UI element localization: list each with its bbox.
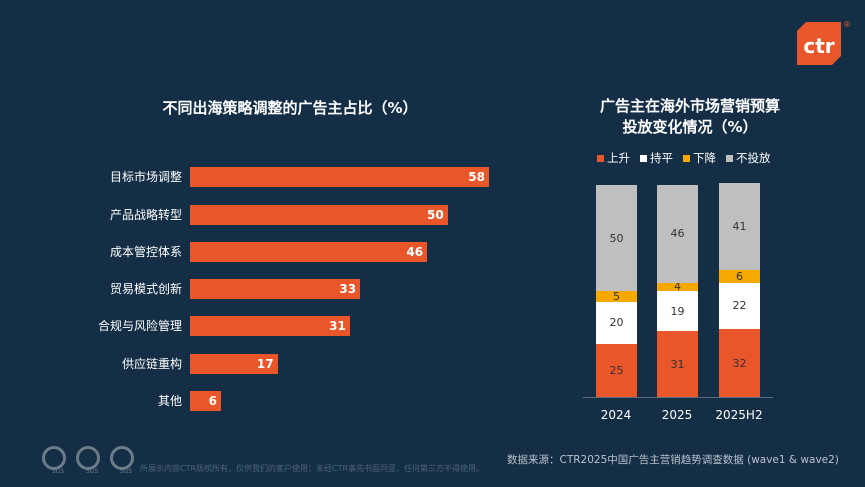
bar xyxy=(190,354,278,374)
stack-segment: 50 xyxy=(596,185,637,291)
sgs-badge-label: SGS xyxy=(85,468,99,475)
stack-segment: 31 xyxy=(657,331,698,397)
x-tick-label: 2025 xyxy=(661,408,693,422)
copyright-notice: 所展示内容CTR版权所有，仅供我们的客户使用；未经CTR事先书面同意，任何第三方… xyxy=(140,464,485,473)
bar xyxy=(190,242,428,262)
data-label: 33 xyxy=(339,282,357,296)
legend-item: 持平 xyxy=(640,150,673,166)
right-chart-title-line2: 投放变化情况（%） xyxy=(622,118,758,136)
left-chart-title: 不同出海策略调整的广告主占比（%） xyxy=(162,99,418,117)
registered-mark: ® xyxy=(843,20,851,29)
stack-segment: 20 xyxy=(596,301,637,344)
stack-segment: 19 xyxy=(657,291,698,332)
stack-segment: 5 xyxy=(596,290,637,303)
data-label: 46 xyxy=(406,245,424,259)
legend-label: 上升 xyxy=(607,151,630,165)
legend-label: 下降 xyxy=(693,151,716,165)
data-label: 58 xyxy=(468,170,485,184)
x-tick-label: 2025H2 xyxy=(715,408,763,422)
category-label: 贸易模式创新 xyxy=(109,282,182,296)
stack-segment: 32 xyxy=(719,329,760,397)
sgs-badge: SGS xyxy=(110,446,136,476)
stack-segment: 41 xyxy=(719,182,760,270)
sgs-badge-label: SGS xyxy=(119,468,133,475)
stack-segment: 22 xyxy=(719,282,760,330)
data-label: 50 xyxy=(427,208,444,222)
sgs-badge: SGS xyxy=(76,446,102,476)
bar xyxy=(190,167,489,187)
x-tick-label: 2024 xyxy=(600,408,632,422)
stack-segment: 4 xyxy=(657,280,698,293)
legend-swatch xyxy=(597,154,604,162)
category-label: 其他 xyxy=(157,394,182,408)
x-axis-line xyxy=(583,397,773,398)
legend-swatch xyxy=(726,154,733,162)
right-chart-title-line1: 广告主在海外市场营销预算 xyxy=(599,97,780,115)
bar xyxy=(190,391,221,411)
sgs-badge-icon xyxy=(42,446,66,470)
sgs-badge: SGS xyxy=(42,446,68,476)
legend: 上升 持平 下降 不投放 xyxy=(597,150,771,166)
logo-text: ctr xyxy=(803,33,835,58)
category-label: 供应链重构 xyxy=(121,357,182,371)
stack-segment: 46 xyxy=(657,185,698,283)
data-label: 31 xyxy=(329,319,346,333)
sgs-badge-icon xyxy=(76,446,100,470)
legend-item: 不投放 xyxy=(726,150,771,166)
bar xyxy=(190,316,350,336)
certification-badges: SGS SGS SGS xyxy=(42,446,136,476)
legend-swatch xyxy=(640,154,647,162)
category-label: 目标市场调整 xyxy=(109,170,182,184)
data-label: 6 xyxy=(208,394,217,408)
ctr-logo: ctr xyxy=(797,22,841,65)
category-label: 成本管控体系 xyxy=(109,245,182,259)
stack-segment: 25 xyxy=(596,344,637,397)
sgs-badge-label: SGS xyxy=(51,468,65,475)
legend-swatch xyxy=(683,154,690,162)
category-label: 合规与风险管理 xyxy=(97,319,182,333)
bar xyxy=(190,205,448,225)
sgs-badge-icon xyxy=(110,446,134,470)
legend-item: 下降 xyxy=(683,150,716,166)
category-label: 产品战略转型 xyxy=(109,208,182,222)
legend-item: 上升 xyxy=(597,150,630,166)
data-source: 数据来源：CTR2025中国广告主营销趋势调查数据 (wave1 & wave2… xyxy=(507,454,839,466)
stack-segment: 6 xyxy=(719,270,760,283)
data-label: 17 xyxy=(256,357,274,371)
legend-label: 不投放 xyxy=(736,151,771,165)
legend-label: 持平 xyxy=(650,151,673,165)
bar xyxy=(190,279,361,299)
